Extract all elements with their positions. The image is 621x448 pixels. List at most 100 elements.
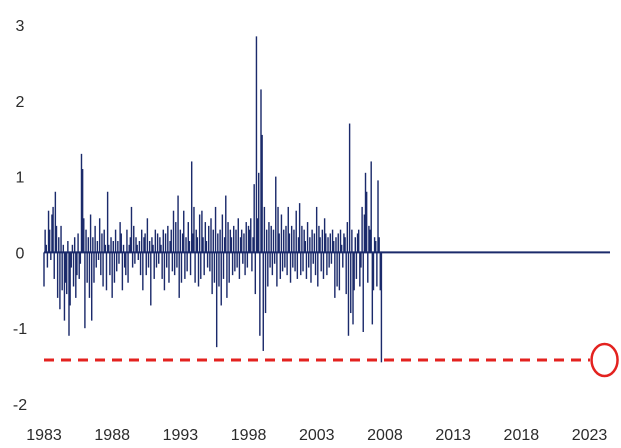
bar xyxy=(259,252,261,336)
bar xyxy=(145,252,147,276)
bar xyxy=(255,36,258,253)
bar xyxy=(252,237,254,253)
bar xyxy=(89,214,92,253)
bar xyxy=(285,225,287,253)
bar xyxy=(280,214,283,253)
bar xyxy=(276,252,278,287)
bar xyxy=(270,225,272,253)
bar xyxy=(256,218,259,253)
bar xyxy=(175,222,177,253)
bar xyxy=(323,218,326,253)
bar xyxy=(311,229,313,253)
bar xyxy=(103,229,105,253)
bar xyxy=(293,229,295,253)
bar xyxy=(187,222,189,253)
bar xyxy=(210,218,212,253)
bar xyxy=(376,252,378,287)
bar xyxy=(190,161,193,253)
bar xyxy=(117,241,119,253)
bar xyxy=(226,252,228,298)
bar xyxy=(219,229,221,253)
bar xyxy=(51,214,53,253)
bar xyxy=(284,252,286,268)
bar xyxy=(380,252,383,363)
bar xyxy=(123,252,126,268)
bar xyxy=(71,244,74,253)
bar xyxy=(335,237,337,253)
bar xyxy=(72,252,75,287)
bar xyxy=(248,229,251,253)
bar xyxy=(363,214,366,253)
bar xyxy=(362,252,364,332)
bar xyxy=(346,222,349,253)
bar xyxy=(180,252,183,283)
bar xyxy=(251,252,253,272)
bar xyxy=(206,252,209,268)
bar xyxy=(328,252,330,268)
bars-series xyxy=(43,36,610,363)
bar xyxy=(121,252,124,291)
x-tick-label: 1983 xyxy=(26,427,62,444)
x-axis-tick-labels: 1983 1988 1993 1998 2003 2008 2013 2018 2023 xyxy=(26,427,607,444)
bar xyxy=(177,195,179,253)
bar xyxy=(70,252,72,268)
bar xyxy=(171,252,174,272)
bar xyxy=(147,252,150,268)
bar xyxy=(92,237,94,253)
bar xyxy=(146,218,149,253)
bar xyxy=(301,225,303,253)
bar xyxy=(204,222,207,253)
bar xyxy=(269,252,271,268)
bar xyxy=(120,233,122,253)
bar xyxy=(164,233,167,253)
bar xyxy=(254,252,257,295)
bar xyxy=(310,252,312,283)
bar xyxy=(162,229,164,253)
bar xyxy=(236,252,238,268)
bar xyxy=(227,222,229,253)
bar xyxy=(152,244,154,253)
bar xyxy=(131,252,134,268)
bar xyxy=(95,252,97,268)
bar xyxy=(354,237,356,253)
bar xyxy=(84,252,86,329)
bar xyxy=(275,176,277,253)
bar xyxy=(211,252,213,295)
bar xyxy=(300,252,302,276)
bar xyxy=(101,233,103,253)
bar xyxy=(122,244,125,253)
bar xyxy=(279,252,282,279)
bar xyxy=(201,210,203,253)
bar xyxy=(237,218,239,253)
bar xyxy=(245,222,247,253)
bar xyxy=(93,252,95,283)
bar xyxy=(205,241,208,253)
bar xyxy=(331,229,334,253)
bar xyxy=(86,252,88,283)
bar xyxy=(104,244,107,253)
bar xyxy=(223,237,226,253)
bar xyxy=(351,229,353,253)
bar xyxy=(314,252,317,276)
bar xyxy=(283,229,285,253)
bar xyxy=(319,237,321,253)
bar xyxy=(63,252,66,321)
bar xyxy=(327,237,329,253)
bar xyxy=(165,252,168,268)
bar xyxy=(286,252,288,276)
bar xyxy=(215,252,218,348)
bar xyxy=(97,252,100,260)
bar xyxy=(303,229,305,253)
bar xyxy=(281,252,284,272)
bar xyxy=(154,229,157,253)
bar xyxy=(305,252,308,279)
bar xyxy=(183,210,185,253)
bar xyxy=(87,237,90,253)
annotations xyxy=(44,342,619,378)
bar xyxy=(364,172,367,253)
bar xyxy=(109,252,111,276)
bar xyxy=(306,222,309,253)
bar xyxy=(332,241,335,253)
bar xyxy=(218,252,220,287)
bar xyxy=(111,252,113,298)
